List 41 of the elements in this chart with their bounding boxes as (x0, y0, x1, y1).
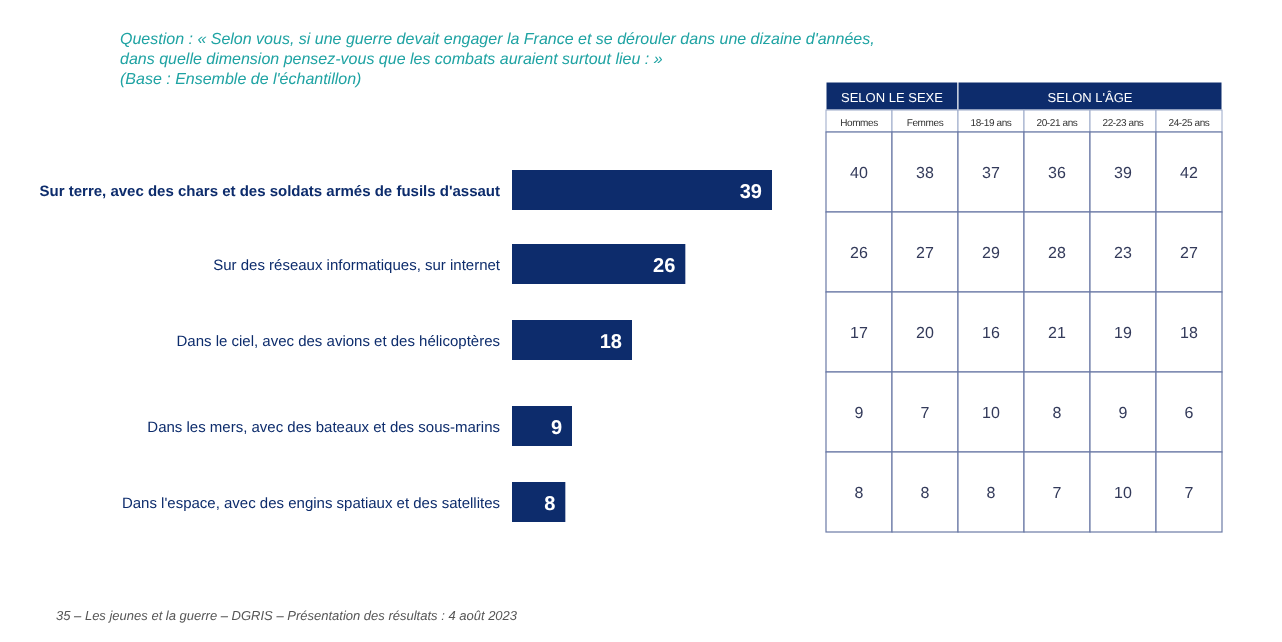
data-label: 26 (653, 256, 677, 278)
data-label: 36 (1048, 164, 1067, 182)
data-label: 39 (1114, 164, 1133, 182)
data-label: 38 (916, 164, 935, 182)
bar (512, 406, 572, 446)
bar (512, 170, 772, 210)
data-label: 39 (739, 182, 763, 204)
data-label: 8 (544, 494, 557, 516)
data-label: 19 (1114, 324, 1133, 342)
data-label: 7 (920, 404, 931, 422)
data-label: 42 (1180, 164, 1199, 182)
data-label: 10 (982, 404, 1001, 422)
bar (512, 244, 686, 284)
data-label: 29 (982, 244, 1001, 262)
data-label: 23 (1114, 244, 1133, 262)
data-label: 37 (982, 164, 1001, 182)
data-label: 9 (1118, 404, 1129, 422)
data-label: 6 (1184, 404, 1195, 422)
data-label: 17 (850, 324, 869, 342)
data-label: 10 (1114, 484, 1133, 502)
data-label: 28 (1048, 244, 1067, 262)
data-label: 27 (1180, 244, 1199, 262)
data-label: 9 (550, 418, 563, 440)
bar (512, 482, 566, 522)
data-label: 18 (599, 332, 623, 354)
data-label: 7 (1184, 484, 1195, 502)
data-label: 20 (916, 324, 935, 342)
data-label: 8 (854, 484, 865, 502)
data-label: 8 (920, 484, 931, 502)
data-label: 27 (916, 244, 935, 262)
data-label: 26 (850, 244, 869, 262)
data-label: 16 (982, 324, 1001, 342)
data-label: 8 (1052, 404, 1063, 422)
data-label: 8 (986, 484, 997, 502)
data-label: 21 (1048, 324, 1067, 342)
data-label: 9 (854, 404, 865, 422)
data-label: 40 (850, 164, 869, 182)
text: (Base : Ensemble de l'échantillon) (120, 70, 363, 88)
data-label: 7 (1052, 484, 1063, 502)
chart-title: Question : « Selon vous, si une guerre devait engager la France et se dérouler dans une dizaine d'années, dans quelle dimension pensez-vous que les combats auraient surtout lieu : » (120, 30, 875, 68)
data-label: 18 (1180, 324, 1199, 342)
